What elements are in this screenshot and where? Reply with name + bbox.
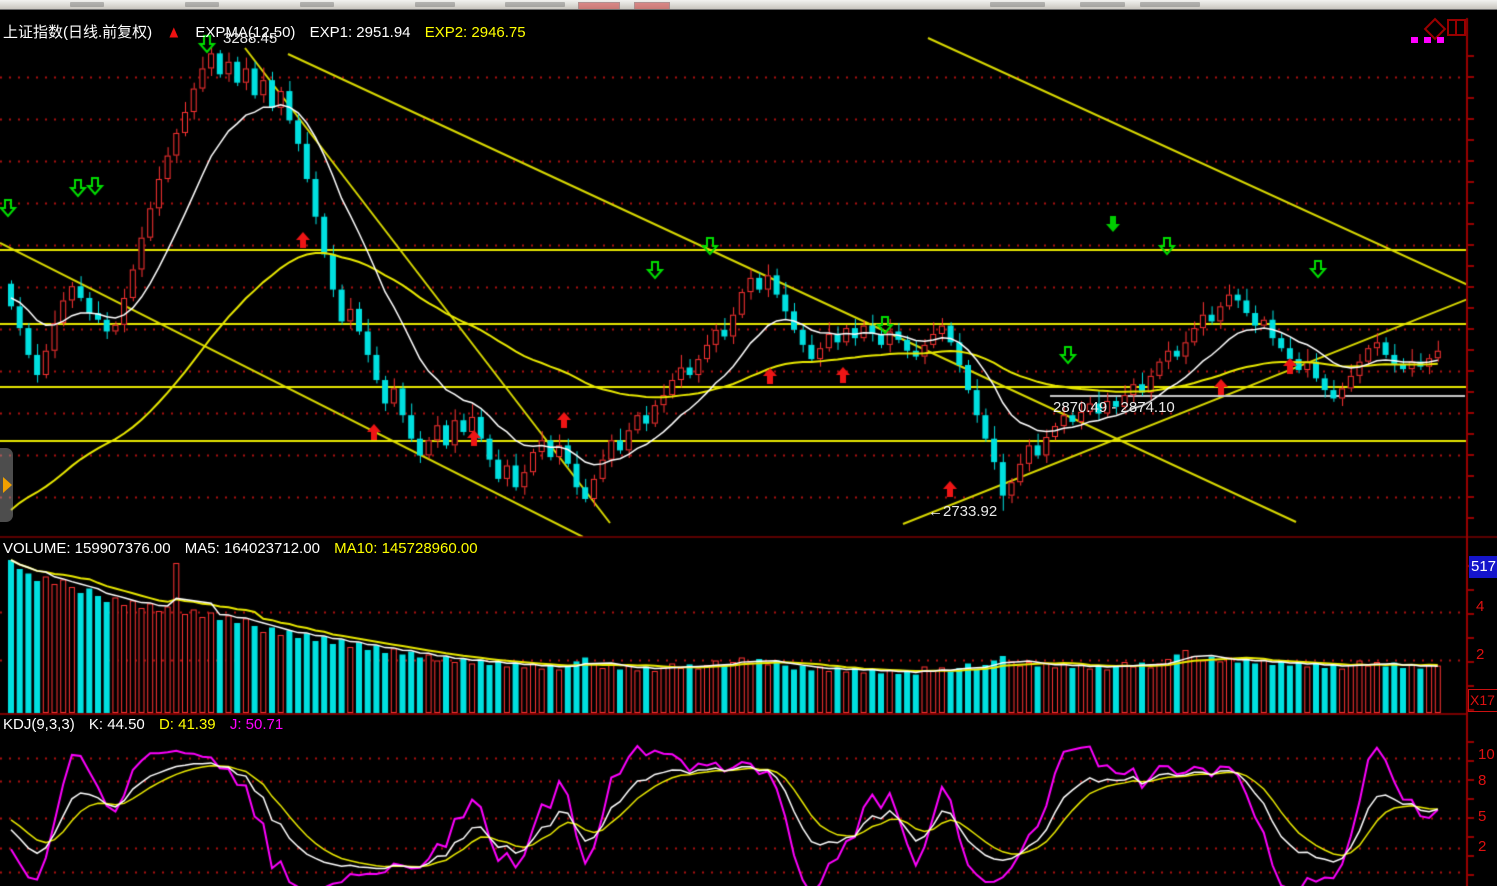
menubar-item[interactable] xyxy=(990,2,1045,7)
up-arrow-icon: ▲ xyxy=(166,22,182,43)
menubar-item[interactable] xyxy=(415,2,455,7)
menubar[interactable] xyxy=(0,0,1497,10)
exp2-value: EXP2: 2946.75 xyxy=(424,24,526,41)
instrument-title: 上证指数(日线.前复权) xyxy=(3,24,153,41)
kdj-scale-tick: 5 xyxy=(1478,808,1487,825)
expand-arrow-icon xyxy=(3,477,12,493)
volume-scale-badge: 517 xyxy=(1469,556,1497,578)
kdj-scale-tick: 8 xyxy=(1478,772,1487,789)
sidebar-collapse-tab[interactable] xyxy=(0,448,13,522)
kdj-name: KDJ(9,3,3) xyxy=(3,716,75,733)
low-price-label: ←2733.92 xyxy=(928,503,998,520)
menubar-item[interactable] xyxy=(1080,2,1125,7)
kdj-scale-tick: 2 xyxy=(1478,838,1487,855)
menubar-item[interactable] xyxy=(300,2,334,7)
volume-value: VOLUME: 159907376.00 xyxy=(3,540,171,557)
exp1-value: EXP1: 2951.94 xyxy=(309,24,411,41)
peak-price-label: 3288.45 xyxy=(223,30,278,47)
range-price-label: 2870.49 - 2874.10 xyxy=(1053,399,1175,416)
split-window-icon[interactable] xyxy=(1447,19,1466,36)
volume-scale-tick: 4 xyxy=(1476,598,1485,615)
volume-ma5-value: MA5: 164023712.00 xyxy=(184,540,320,557)
volume-header: VOLUME: 159907376.00 MA5: 164023712.00 M… xyxy=(3,540,488,557)
kdj-j-value: J: 50.71 xyxy=(229,716,284,733)
menubar-item[interactable] xyxy=(185,2,219,7)
volume-ma10-value: MA10: 145728960.00 xyxy=(334,540,478,557)
main-chart-header: 上证指数(日线.前复权) ▲ EXPMA(12,50) EXP1: 2951.9… xyxy=(3,21,536,43)
indicator-name: EXPMA(12,50) xyxy=(195,24,296,41)
kdj-header: KDJ(9,3,3) K: 44.50 D: 41.39 J: 50.71 xyxy=(3,716,293,733)
menubar-quote-red[interactable] xyxy=(578,2,620,9)
menubar-item[interactable] xyxy=(505,2,565,7)
kdj-scale-tick: 10 xyxy=(1478,746,1495,763)
menubar-item[interactable] xyxy=(1140,2,1200,7)
kdj-d-value: D: 41.39 xyxy=(158,716,216,733)
menubar-quote-red[interactable] xyxy=(634,2,670,9)
volume-multiplier-badge: X17 xyxy=(1468,689,1497,712)
menubar-item[interactable] xyxy=(70,2,104,7)
kdj-k-value: K: 44.50 xyxy=(88,716,145,733)
volume-scale-tick: 2 xyxy=(1476,646,1485,663)
more-dots-icon[interactable] xyxy=(1411,37,1447,43)
